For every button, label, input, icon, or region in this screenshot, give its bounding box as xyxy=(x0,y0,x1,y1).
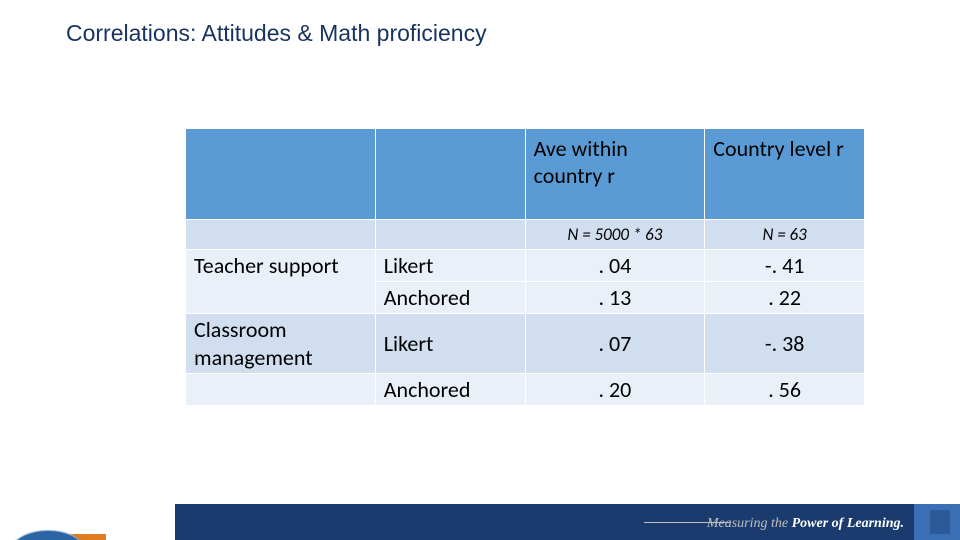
row-scale: Anchored xyxy=(375,282,525,314)
row-val-c1: . 07 xyxy=(525,314,705,374)
row-val-c2: -. 41 xyxy=(705,250,865,282)
row-val-c1: . 20 xyxy=(525,374,705,406)
table-subheader-blank-1 xyxy=(186,220,376,250)
row-val-c1: . 13 xyxy=(525,282,705,314)
slide-title: Correlations: Attitudes & Math proficien… xyxy=(66,20,487,47)
row-val-c2: . 22 xyxy=(705,282,865,314)
row-scale: Likert xyxy=(375,250,525,282)
table-header-country-level: Country level r xyxy=(705,129,865,220)
table-header-row: Ave within country r Country level r xyxy=(186,129,865,220)
row-label-teacher-support: Teacher support xyxy=(186,250,376,314)
table-header-avg-within: Ave within country r xyxy=(525,129,705,220)
slide: Correlations: Attitudes & Math proficien… xyxy=(0,0,960,540)
table-sub-n1: N = 5000 * 63 xyxy=(525,220,705,250)
table-subheader-blank-2 xyxy=(375,220,525,250)
row-scale: Likert xyxy=(375,314,525,374)
table-row: Anchored . 20 . 56 xyxy=(186,374,865,406)
footer-tagline: Measuring the Power of Learning. xyxy=(707,516,904,532)
footer: Measuring the Power of Learning. xyxy=(0,504,960,540)
footer-accent-inner xyxy=(930,510,950,534)
table-sub-n2: N = 63 xyxy=(705,220,865,250)
footer-tagline-highlight: Power of Learning. xyxy=(792,516,904,531)
correlations-table: Ave within country r Country level r N =… xyxy=(185,128,865,406)
row-label-classroom-management: Classroom management xyxy=(186,314,376,374)
table-header-blank-2 xyxy=(375,129,525,220)
table-header-country-level-label: Country level r xyxy=(713,135,844,162)
row-val-c1: . 04 xyxy=(525,250,705,282)
row-scale: Anchored xyxy=(375,374,525,406)
table-subheader-row: N = 5000 * 63 N = 63 xyxy=(186,220,865,250)
footer-tagline-prefix: Measuring the xyxy=(707,516,792,531)
table-header-avg-within-label: Ave within country r xyxy=(534,135,628,189)
row-label-blank xyxy=(186,374,376,406)
table-header-blank-1 xyxy=(186,129,376,220)
row-val-c2: . 56 xyxy=(705,374,865,406)
row-val-c2: -. 38 xyxy=(705,314,865,374)
table-row: Teacher support Likert . 04 -. 41 xyxy=(186,250,865,282)
table-row: Classroom management Likert . 07 -. 38 xyxy=(186,314,865,374)
